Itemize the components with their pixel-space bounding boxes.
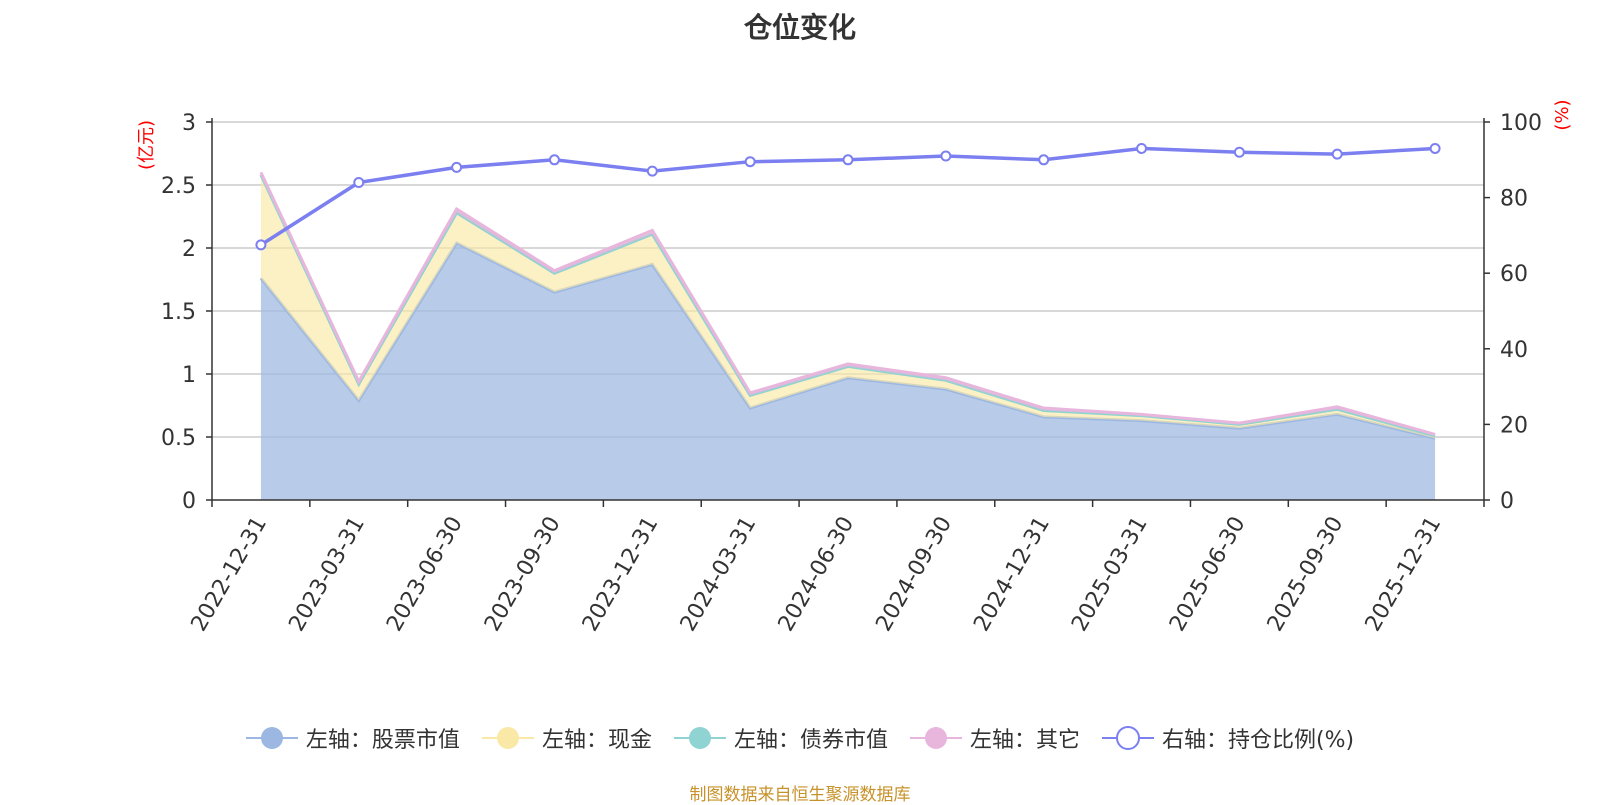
area-series [259,171,1436,500]
left-axis-unit: (亿元) [136,120,157,170]
left-axis-tick-label: 1.5 [161,300,196,325]
ratio-point [451,161,463,173]
legend-label: 右轴：持仓比例(%) [1161,728,1355,753]
ratio-point [1038,154,1050,166]
ratio-point [842,154,854,166]
ratio-line-series [255,142,1441,251]
x-axis-tick-label: 2024-12-31 [969,513,1055,636]
ratio-point [353,176,365,188]
legend-marker-icon [909,727,962,749]
ratio-point [1331,148,1343,160]
x-axis-tick-label: 2025-12-31 [1361,513,1447,636]
left-axis-tick-label: 2 [182,237,196,262]
x-axis-tick-label: 2023-12-31 [578,513,664,636]
legend-item[interactable]: 左轴：其它 [909,722,1080,754]
x-axis-tick-label: 2025-03-31 [1067,513,1153,636]
x-axis-tick-label: 2025-09-30 [1263,513,1349,636]
x-axis-tick-label: 2023-09-30 [480,513,566,636]
legend: 左轴：股票市值 左轴：现金 左轴：债券市值 左轴：其它 右轴：持仓比例(%) [0,722,1600,754]
right-axis-tick-label: 80 [1500,187,1528,212]
ratio-point [940,150,952,162]
x-axis-tick-label: 2022-12-31 [187,513,273,636]
legend-label: 左轴：现金 [541,728,652,753]
legend-label: 左轴：其它 [969,728,1080,753]
x-axis-tick-label: 2024-09-30 [871,513,957,636]
x-axis-tick-label: 2024-03-31 [676,513,762,636]
left-axis-tick-label: 0 [182,489,196,514]
legend-item[interactable]: 左轴：股票市值 [245,722,460,754]
ratio-point [1136,142,1148,154]
x-axis-tick-label: 2024-06-30 [774,513,860,636]
ratio-point [1233,146,1245,158]
left-axis-tick-label: 3 [182,111,196,136]
right-axis-tick-label: 0 [1500,489,1514,514]
area-edge-3 [259,171,1436,436]
x-axis-tick-label: 2023-06-30 [382,513,468,636]
legend-item[interactable]: 左轴：债券市值 [673,722,888,754]
legend-marker-icon [245,727,298,749]
legend-label: 左轴：债券市值 [733,728,888,753]
ratio-point [548,154,560,166]
right-axis-tick-label: 60 [1500,262,1528,287]
legend-marker-icon [481,727,534,749]
legend-label: 左轴：股票市值 [305,728,460,753]
data-source-note: 制图数据来自恒生聚源数据库 [689,785,911,805]
chart-title: 仓位变化 [743,11,856,44]
right-axis-tick-label: 100 [1500,111,1542,136]
right-axis-tick-label: 40 [1500,338,1528,363]
x-axis-tick-label: 2025-06-30 [1165,513,1251,636]
ratio-point [646,165,658,177]
left-axis-tick-label: 1 [182,363,196,388]
right-axis-tick-label: 20 [1500,413,1528,438]
legend-item[interactable]: 左轴：现金 [481,722,652,754]
ratio-point [744,156,756,168]
legend-marker-icon [673,727,726,749]
right-axis-unit: (%) [1552,99,1573,130]
legend-marker-icon [1101,726,1154,750]
ratio-point [255,239,267,251]
left-axis-tick-label: 2.5 [161,174,196,199]
left-axis-tick-label: 0.5 [161,426,196,451]
legend-item[interactable]: 右轴：持仓比例(%) [1101,722,1355,754]
ratio-point [1429,142,1441,154]
x-axis-tick-label: 2023-03-31 [284,513,370,636]
area-0 [260,242,1436,500]
